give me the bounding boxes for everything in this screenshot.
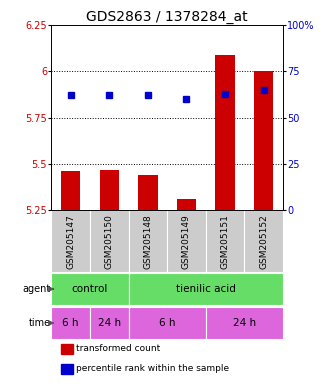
Bar <box>90 307 128 339</box>
Bar <box>128 307 206 339</box>
Bar <box>61 364 73 374</box>
Text: time: time <box>28 318 51 328</box>
Text: 24 h: 24 h <box>98 318 121 328</box>
Text: GSM205152: GSM205152 <box>259 214 268 268</box>
Title: GDS2863 / 1378284_at: GDS2863 / 1378284_at <box>86 10 248 24</box>
Bar <box>138 175 158 210</box>
Text: GSM205149: GSM205149 <box>182 214 191 268</box>
Text: 6 h: 6 h <box>159 318 175 328</box>
Bar <box>61 344 73 354</box>
Text: GSM205150: GSM205150 <box>105 214 114 268</box>
Bar <box>51 307 90 339</box>
Text: GSM205147: GSM205147 <box>66 214 75 268</box>
Bar <box>61 171 80 210</box>
Bar <box>100 169 119 210</box>
Bar <box>177 199 196 210</box>
Text: GSM205151: GSM205151 <box>220 214 230 268</box>
Text: tienilic acid: tienilic acid <box>176 284 236 294</box>
Bar <box>206 210 244 272</box>
Text: transformed count: transformed count <box>76 344 160 353</box>
Text: control: control <box>72 284 108 294</box>
Bar <box>244 210 283 272</box>
Text: 6 h: 6 h <box>62 318 79 328</box>
Bar <box>206 307 283 339</box>
Bar <box>254 71 273 210</box>
Text: GSM205148: GSM205148 <box>143 214 152 268</box>
Bar <box>128 273 283 305</box>
Bar <box>215 55 235 210</box>
Bar <box>90 210 128 272</box>
Bar <box>51 210 90 272</box>
Text: percentile rank within the sample: percentile rank within the sample <box>76 364 229 373</box>
Text: 24 h: 24 h <box>233 318 256 328</box>
Bar <box>167 210 206 272</box>
Bar <box>128 210 167 272</box>
Bar <box>51 273 128 305</box>
Text: agent: agent <box>22 284 51 294</box>
